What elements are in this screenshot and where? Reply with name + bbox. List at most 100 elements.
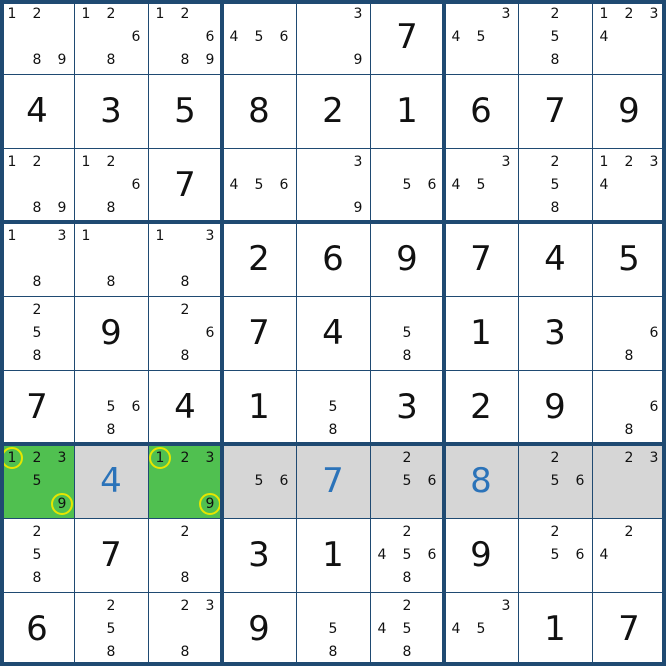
candidate-digit: 5: [254, 473, 264, 489]
cell-value: 7: [322, 461, 344, 501]
cell-r2c4[interactable]: 8: [222, 74, 296, 148]
candidate-digit: 2: [550, 6, 560, 22]
cell-r6c7[interactable]: 2: [444, 370, 518, 444]
box-divider: [0, 662, 666, 666]
cell-r7c2[interactable]: 4: [74, 444, 148, 518]
cell-r1c6[interactable]: 7: [370, 0, 444, 74]
candidate-digit: 6: [427, 177, 437, 193]
cell-r6c8[interactable]: 9: [518, 370, 592, 444]
cell-value: 2: [322, 91, 344, 131]
cell-r1c8[interactable]: 2 5 8: [518, 0, 592, 74]
cell-r2c7[interactable]: 6: [444, 74, 518, 148]
cell-r2c3[interactable]: 5: [148, 74, 222, 148]
cell-r2c1[interactable]: 4: [0, 74, 74, 148]
candidate-digit: 4: [451, 621, 461, 637]
cell-r2c5[interactable]: 2: [296, 74, 370, 148]
candidate-digit: 5: [476, 177, 486, 193]
cell-r6c3[interactable]: 4: [148, 370, 222, 444]
cell-value: 1: [248, 387, 270, 427]
cell-r4c1[interactable]: 1 3 8: [0, 222, 74, 296]
cell-r4c9[interactable]: 5: [592, 222, 666, 296]
cell-r4c7[interactable]: 7: [444, 222, 518, 296]
cell-r6c6[interactable]: 3: [370, 370, 444, 444]
cell-r9c9[interactable]: 7: [592, 592, 666, 666]
cell-r7c5[interactable]: 7: [296, 444, 370, 518]
cell-r6c1[interactable]: 7: [0, 370, 74, 444]
cell-r5c1[interactable]: 2 5 8: [0, 296, 74, 370]
cell-r5c2[interactable]: 9: [74, 296, 148, 370]
cell-r3c8[interactable]: 2 5 8: [518, 148, 592, 222]
cell-r5c7[interactable]: 1: [444, 296, 518, 370]
candidate-digit: 4: [451, 29, 461, 45]
cell-r2c2[interactable]: 3: [74, 74, 148, 148]
cell-r4c8[interactable]: 4: [518, 222, 592, 296]
cell-r4c5[interactable]: 6: [296, 222, 370, 296]
cell-r8c4[interactable]: 3: [222, 518, 296, 592]
candidate-digit: 2: [32, 154, 42, 170]
cell-r4c3[interactable]: 1 3 8: [148, 222, 222, 296]
cell-r7c7[interactable]: 8: [444, 444, 518, 518]
cell-r3c3[interactable]: 7: [148, 148, 222, 222]
candidate-digit: 6: [427, 547, 437, 563]
cell-r9c1[interactable]: 6: [0, 592, 74, 666]
cell-r8c1[interactable]: 2 5 8: [0, 518, 74, 592]
cell-r8c2[interactable]: 7: [74, 518, 148, 592]
candidate-digit: 2: [624, 524, 634, 540]
candidate-digit: 2: [624, 6, 634, 22]
candidate-digit: 3: [57, 450, 67, 466]
cell-r2c6[interactable]: 1: [370, 74, 444, 148]
candidate-digit: 6: [575, 547, 585, 563]
cell-r2c8[interactable]: 7: [518, 74, 592, 148]
cell-r4c6[interactable]: 9: [370, 222, 444, 296]
cell-r9c8[interactable]: 1: [518, 592, 592, 666]
cell-r8c5[interactable]: 1: [296, 518, 370, 592]
cell-r5c5[interactable]: 4: [296, 296, 370, 370]
cell-r9c4[interactable]: 9: [222, 592, 296, 666]
candidate-digit: 6: [205, 29, 215, 45]
cell-r5c8[interactable]: 3: [518, 296, 592, 370]
cell-r2c9[interactable]: 9: [592, 74, 666, 148]
cell-r4c4[interactable]: 2: [222, 222, 296, 296]
cell-r5c4[interactable]: 7: [222, 296, 296, 370]
cell-value: 4: [174, 387, 196, 427]
cell-r9c2[interactable]: 2 5 8: [74, 592, 148, 666]
candidate-digit: 2: [402, 524, 412, 540]
cell-r8c7[interactable]: 9: [444, 518, 518, 592]
cell-r6c4[interactable]: 1: [222, 370, 296, 444]
